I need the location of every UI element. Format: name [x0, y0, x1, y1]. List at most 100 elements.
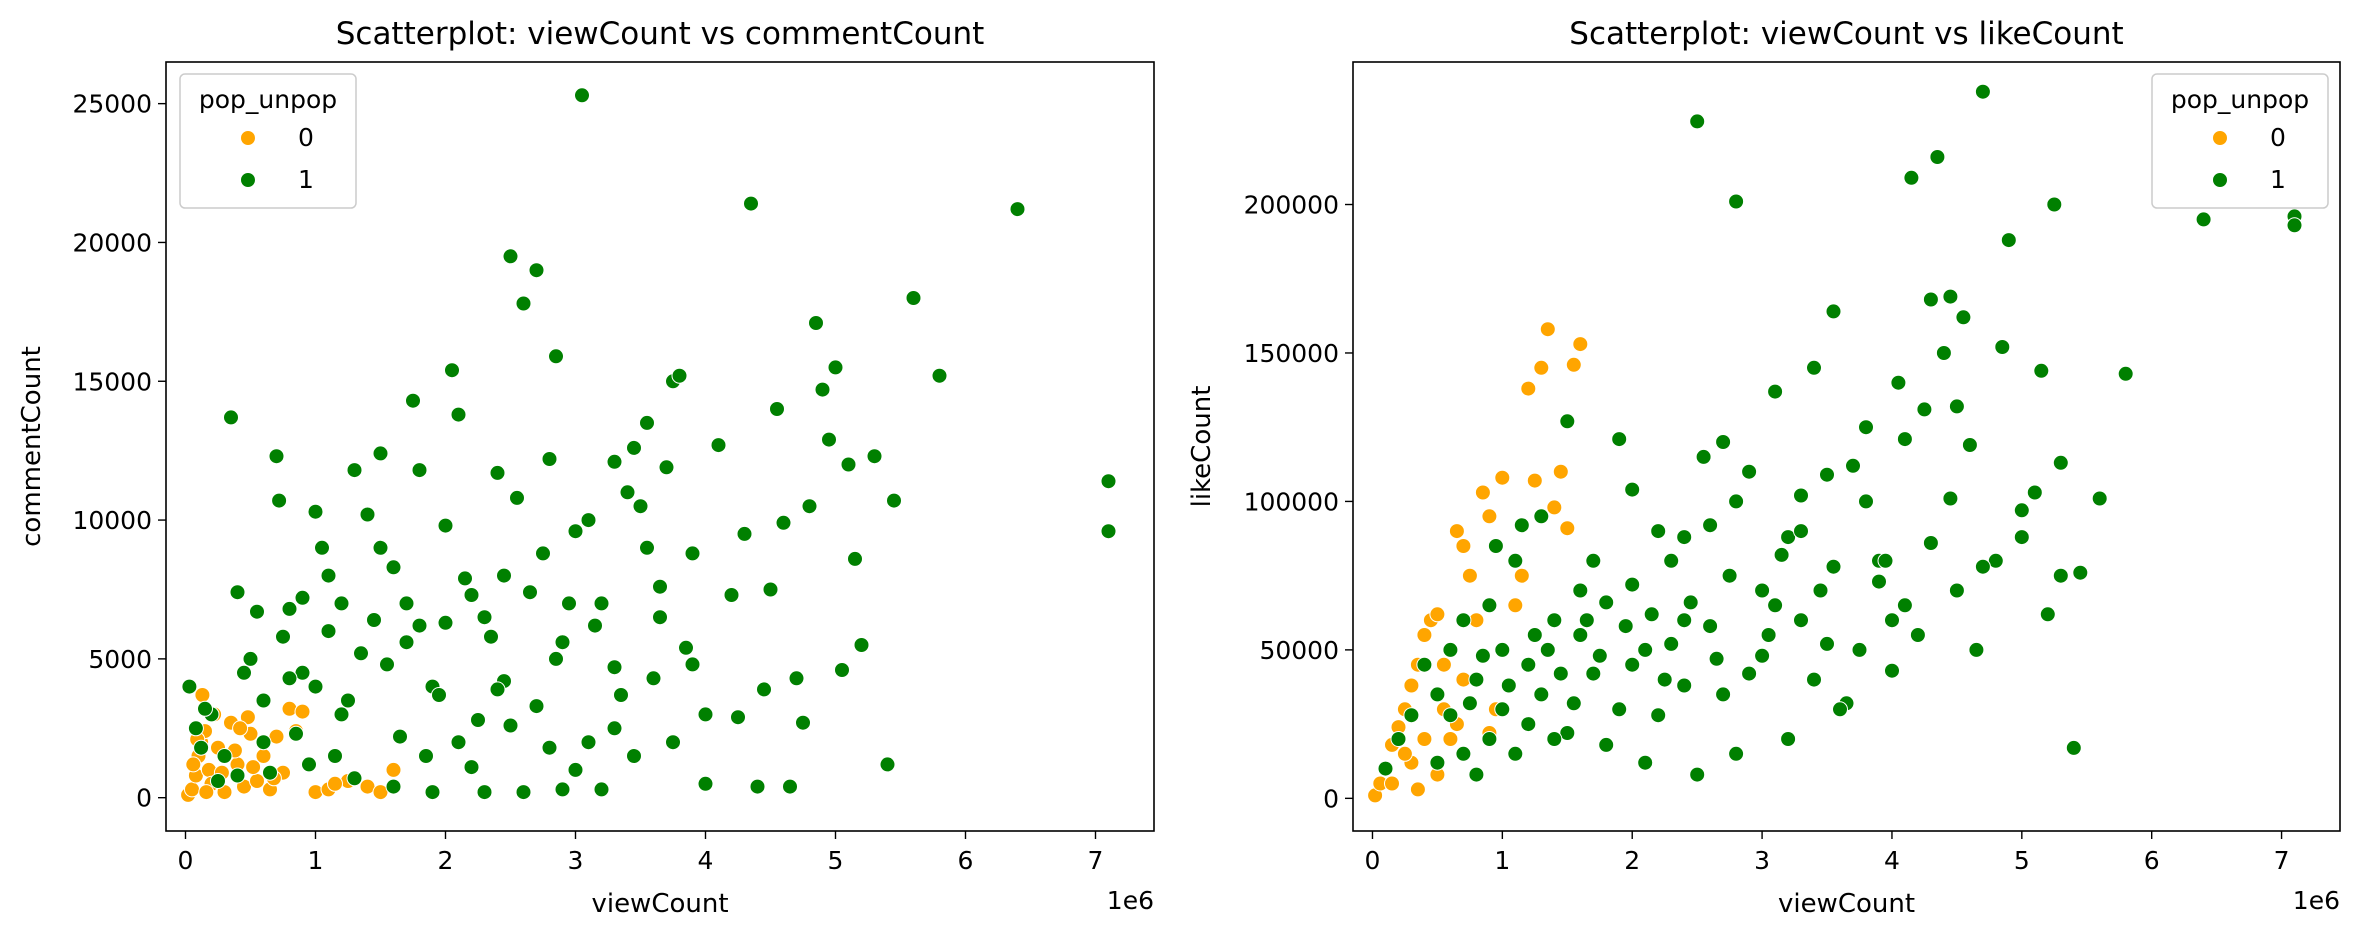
- data-point-series-1: [1942, 490, 1959, 507]
- data-point-series-1: [255, 734, 272, 751]
- data-point-series-0: [198, 784, 215, 801]
- data-point-series-0: [1455, 538, 1472, 554]
- data-point-series-1: [1754, 647, 1771, 664]
- data-point-series-1: [795, 714, 811, 731]
- data-point-series-1: [1559, 725, 1576, 741]
- data-point-series-1: [756, 681, 772, 698]
- plot-frame: [165, 61, 1155, 832]
- chart-title: Scatterplot: viewCount vs likeCount: [1569, 16, 2123, 52]
- data-point-series-1: [541, 739, 558, 756]
- data-point-series-0: [1526, 472, 1543, 489]
- data-point-series-1: [632, 498, 649, 515]
- data-point-series-1: [476, 784, 493, 801]
- data-point-series-1: [782, 778, 798, 795]
- data-point-series-1: [567, 523, 584, 540]
- points-layer: [180, 87, 1117, 803]
- data-point-series-1: [1468, 766, 1485, 783]
- data-point-series-1: [931, 367, 948, 384]
- data-point-series-0: [1416, 731, 1433, 747]
- data-point-series-1: [1481, 597, 1498, 614]
- data-point-series-1: [437, 614, 454, 631]
- data-point-series-1: [1922, 291, 1939, 308]
- x-axis-label: viewCount: [591, 889, 728, 919]
- data-point-series-1: [639, 414, 655, 431]
- data-point-series-1: [1598, 736, 1615, 753]
- y-tick-label: 150000: [1244, 339, 1339, 368]
- data-point-series-1: [1572, 627, 1589, 643]
- data-point-series-1: [1682, 594, 1699, 611]
- data-point-series-1: [1909, 627, 1926, 643]
- data-point-series-1: [1793, 612, 1809, 629]
- data-point-series-1: [684, 656, 701, 673]
- data-point-series-1: [294, 589, 311, 606]
- data-point-series-1: [379, 656, 395, 673]
- data-point-series-1: [1546, 731, 1563, 747]
- data-point-series-1: [346, 462, 363, 479]
- data-point-series-1: [769, 401, 785, 417]
- data-point-series-1: [801, 498, 818, 515]
- y-tick-label: 5000: [88, 645, 152, 674]
- data-point-series-1: [193, 739, 210, 756]
- data-point-series-1: [1390, 731, 1407, 747]
- data-point-series-1: [671, 367, 688, 384]
- data-point-series-1: [1780, 731, 1797, 747]
- data-point-series-1: [1754, 582, 1771, 599]
- data-point-series-1: [2065, 739, 2082, 756]
- data-point-series-1: [1585, 665, 1602, 682]
- data-point-series-1: [1715, 686, 1732, 703]
- data-point-series-1: [1968, 641, 1985, 658]
- data-point-series-1: [658, 459, 675, 476]
- data-point-series-1: [288, 725, 304, 742]
- data-point-series-1: [197, 700, 213, 717]
- x-tick-label: 1: [308, 846, 324, 875]
- data-point-series-1: [821, 431, 837, 448]
- data-point-series-1: [1611, 431, 1628, 448]
- data-point-series-1: [827, 359, 844, 376]
- data-point-series-1: [1520, 716, 1537, 733]
- data-point-series-1: [1896, 597, 1913, 614]
- data-point-series-1: [320, 567, 337, 584]
- data-point-series-1: [1903, 169, 1920, 186]
- legend-title: pop_unpop: [2171, 85, 2309, 114]
- data-point-series-1: [489, 681, 506, 698]
- x-offset-label: 1e6: [1107, 886, 1154, 915]
- data-point-series-1: [1598, 594, 1615, 611]
- data-point-series-1: [1461, 695, 1478, 712]
- data-point-series-1: [1455, 612, 1472, 629]
- x-tick-label: 5: [2014, 846, 2030, 875]
- data-point-series-1: [1624, 481, 1641, 498]
- data-point-series-1: [1825, 558, 1842, 575]
- data-point-series-1: [372, 539, 389, 556]
- data-point-series-1: [1884, 612, 1900, 629]
- data-point-series-0: [1513, 567, 1530, 584]
- data-point-series-1: [593, 781, 610, 798]
- data-point-series-1: [333, 595, 350, 612]
- data-point-series-1: [437, 517, 454, 534]
- data-point-series-0: [1507, 597, 1524, 614]
- data-point-series-1: [1806, 671, 1822, 688]
- data-point-series-1: [187, 720, 204, 737]
- data-point-series-1: [431, 687, 447, 703]
- data-point-series-1: [619, 484, 636, 501]
- data-point-series-1: [853, 637, 870, 653]
- data-point-series-1: [1922, 535, 1939, 551]
- data-point-series-1: [808, 315, 824, 331]
- data-point-series-1: [2046, 196, 2063, 213]
- data-point-series-1: [1845, 457, 1861, 474]
- data-point-series-1: [1793, 523, 1809, 540]
- data-point-series-1: [1916, 401, 1933, 418]
- data-point-series-1: [268, 448, 285, 465]
- data-point-series-1: [814, 381, 831, 398]
- data-point-series-1: [678, 639, 694, 656]
- data-point-series-1: [2033, 362, 2050, 379]
- data-point-series-1: [450, 406, 467, 423]
- data-point-series-1: [405, 392, 421, 409]
- data-point-series-0: [232, 720, 249, 737]
- data-point-series-1: [2026, 484, 2043, 501]
- legend-title: pop_unpop: [199, 85, 337, 114]
- data-point-series-0: [1461, 567, 1478, 584]
- data-point-series-1: [470, 712, 486, 728]
- data-point-series-1: [1728, 745, 1745, 762]
- y-axis-label: likeCount: [1187, 386, 1217, 508]
